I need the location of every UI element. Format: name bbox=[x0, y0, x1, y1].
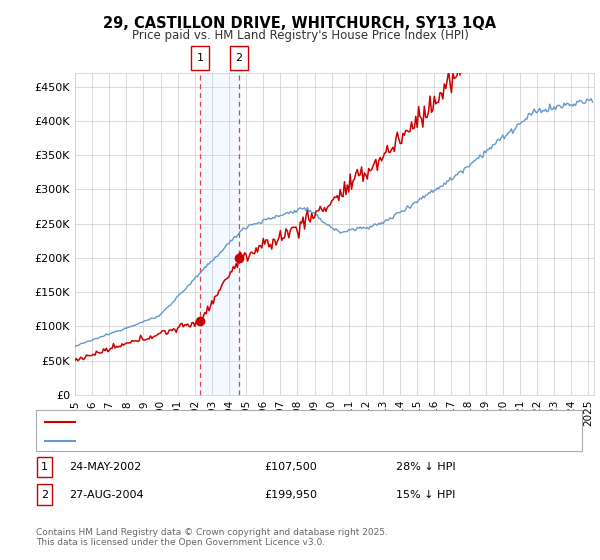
Text: Price paid vs. HM Land Registry's House Price Index (HPI): Price paid vs. HM Land Registry's House … bbox=[131, 29, 469, 42]
Text: 29, CASTILLON DRIVE, WHITCHURCH, SY13 1QA: 29, CASTILLON DRIVE, WHITCHURCH, SY13 1Q… bbox=[103, 16, 497, 31]
Bar bbox=[200, 73, 239, 395]
Text: 29, CASTILLON DRIVE, WHITCHURCH, SY13 1QA (detached house): 29, CASTILLON DRIVE, WHITCHURCH, SY13 1Q… bbox=[81, 417, 424, 427]
Text: £107,500: £107,500 bbox=[264, 462, 317, 472]
Text: Contains HM Land Registry data © Crown copyright and database right 2025.
This d: Contains HM Land Registry data © Crown c… bbox=[36, 528, 388, 547]
Text: 28% ↓ HPI: 28% ↓ HPI bbox=[396, 462, 455, 472]
Text: 1: 1 bbox=[197, 53, 204, 63]
Text: HPI: Average price, detached house, Shropshire: HPI: Average price, detached house, Shro… bbox=[81, 436, 330, 446]
Text: 2: 2 bbox=[235, 53, 242, 63]
Text: 15% ↓ HPI: 15% ↓ HPI bbox=[396, 489, 455, 500]
Text: £199,950: £199,950 bbox=[264, 489, 317, 500]
Text: 24-MAY-2002: 24-MAY-2002 bbox=[69, 462, 141, 472]
Text: 2: 2 bbox=[41, 489, 48, 500]
Text: 27-AUG-2004: 27-AUG-2004 bbox=[69, 489, 143, 500]
Text: 1: 1 bbox=[41, 462, 48, 472]
